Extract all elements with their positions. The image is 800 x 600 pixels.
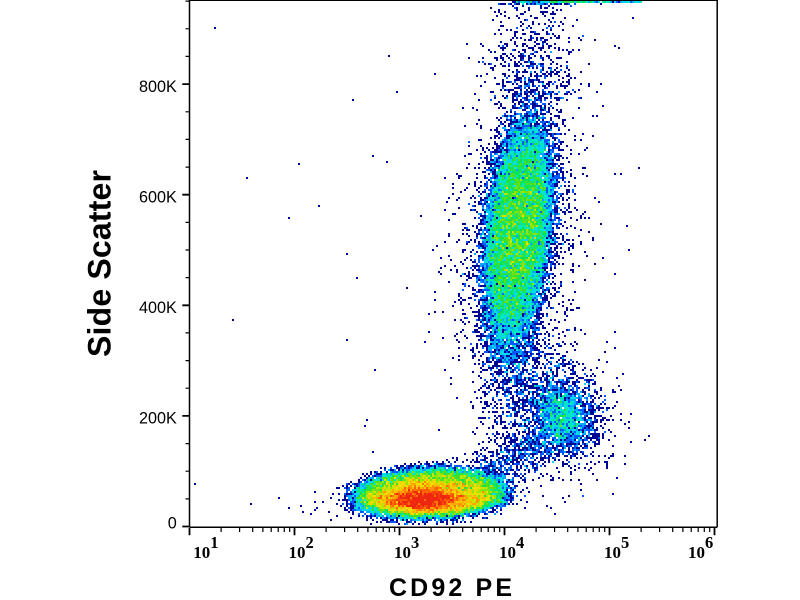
svg-text:0: 0 (168, 515, 177, 533)
svg-text:800K: 800K (139, 78, 177, 96)
svg-text:400K: 400K (139, 299, 177, 317)
svg-text:600K: 600K (139, 188, 177, 206)
svg-text:Side Scatter: Side Scatter (82, 170, 118, 357)
svg-text:200K: 200K (139, 410, 177, 428)
svg-text:CD92 PE: CD92 PE (389, 574, 512, 600)
